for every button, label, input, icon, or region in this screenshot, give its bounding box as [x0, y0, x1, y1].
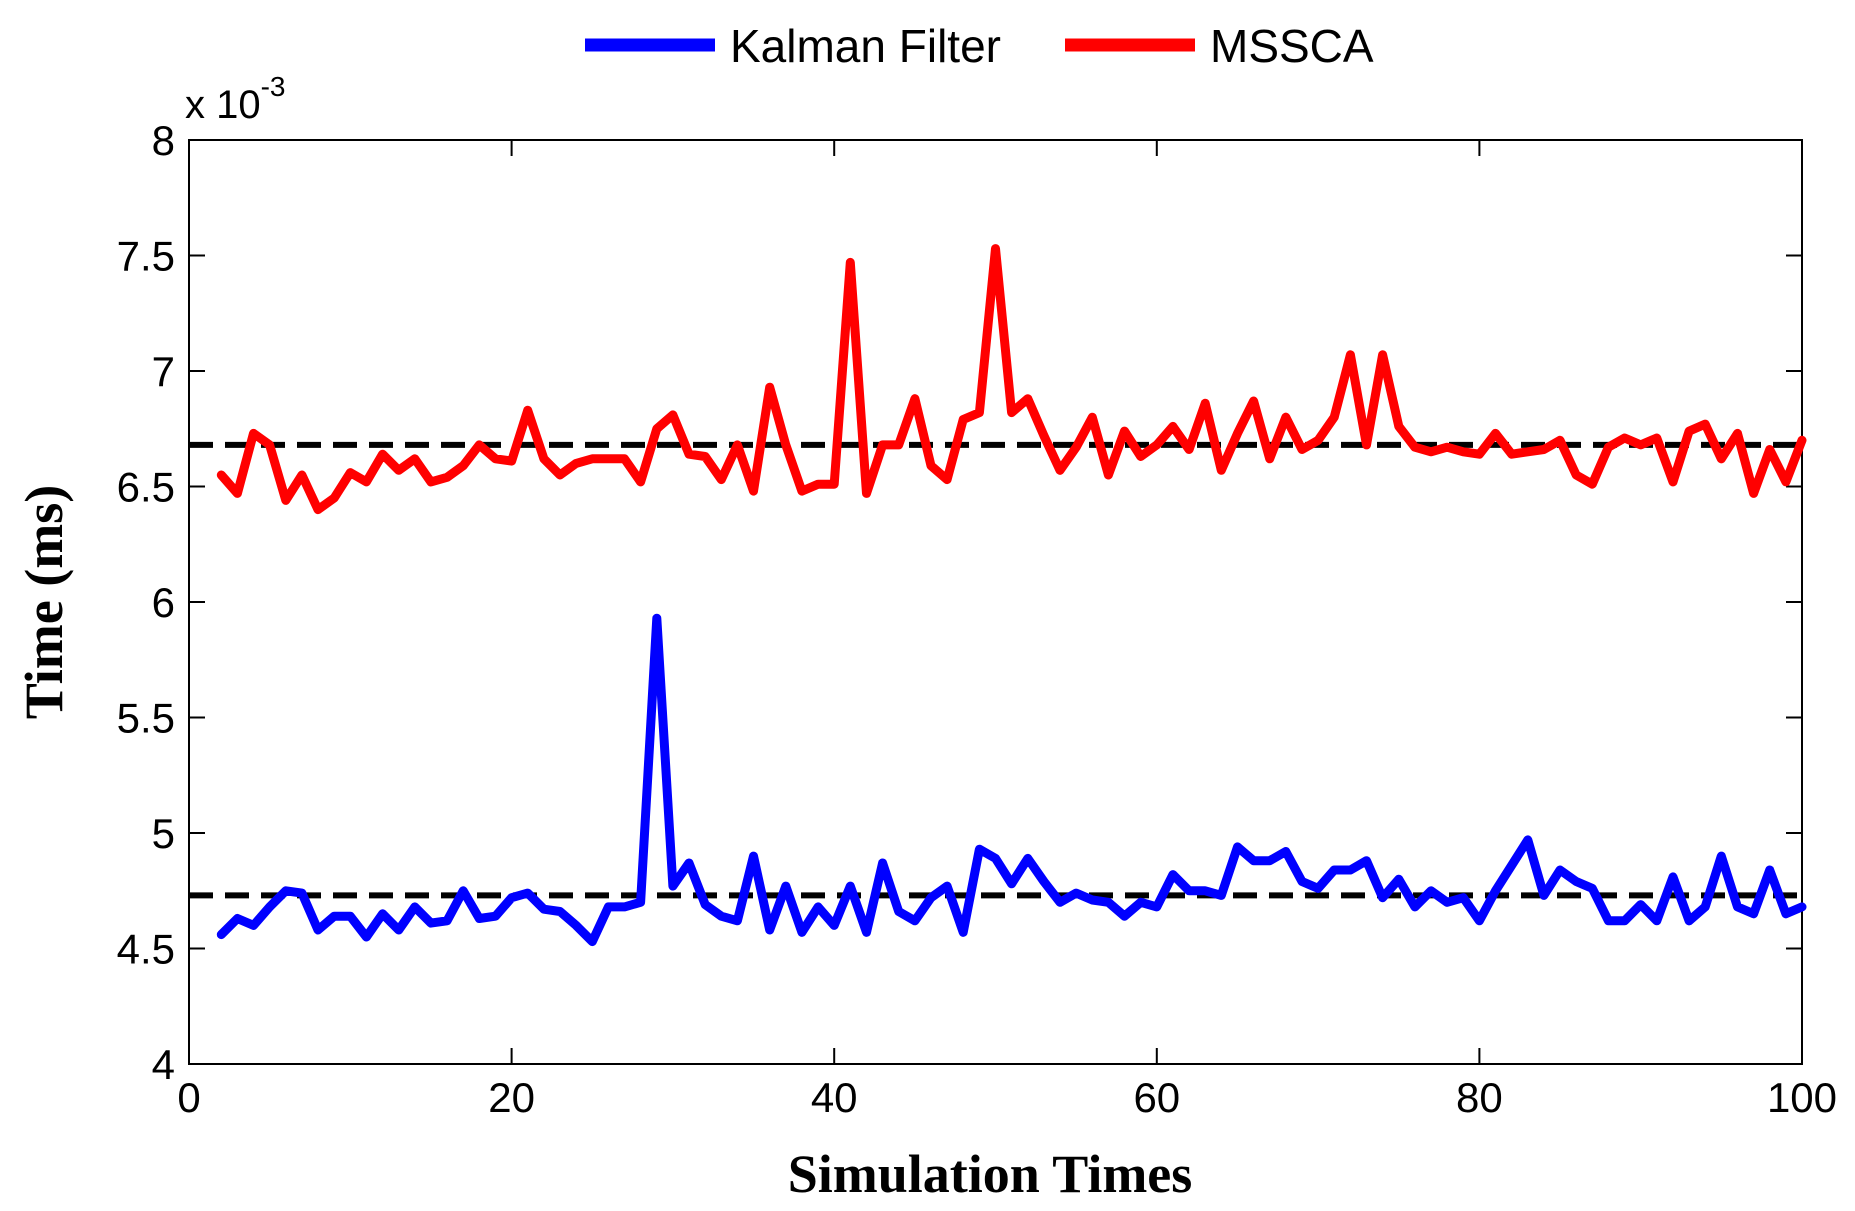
- y-exponent-base: x 10: [185, 83, 261, 127]
- series-line-mssca: [216, 244, 1807, 515]
- y-tick-label: 6: [152, 579, 175, 626]
- y-axis-title: Time (ms): [14, 485, 74, 719]
- tick-labels: 0 20 40 60 80 100 4 4.5 5 5.5 6 6.5 7 7.5 8: [117, 117, 1837, 1121]
- legend-label-mssca: MSSCA: [1210, 20, 1374, 72]
- y-tick-label: 7: [152, 348, 175, 395]
- x-tick-label: 20: [488, 1074, 535, 1121]
- series-line-kalman-filter: [216, 613, 1807, 947]
- x-tick-label: 100: [1767, 1074, 1837, 1121]
- y-tick-label: 4.5: [117, 926, 175, 973]
- x-tick-label: 40: [811, 1074, 858, 1121]
- y-tick-label: 6.5: [117, 464, 175, 511]
- axis-ticks: [188, 139, 1803, 1065]
- y-tick-label: 4: [152, 1041, 175, 1088]
- x-axis-title: Simulation Times: [788, 1144, 1193, 1204]
- y-tick-label: 5.5: [117, 695, 175, 742]
- y-exponent-power: -3: [261, 71, 286, 102]
- y-exponent-label: x 10-3: [185, 71, 286, 127]
- legend-label-kalman-filter: Kalman Filter: [730, 20, 1001, 72]
- x-tick-label: 0: [177, 1074, 200, 1121]
- y-tick-label: 7.5: [117, 233, 175, 280]
- y-tick-label: 5: [152, 810, 175, 857]
- legend: Kalman Filter MSSCA: [585, 20, 1374, 72]
- series-lines: [216, 244, 1807, 947]
- x-tick-label: 80: [1456, 1074, 1503, 1121]
- x-tick-label: 60: [1133, 1074, 1180, 1121]
- y-tick-label: 8: [152, 117, 175, 164]
